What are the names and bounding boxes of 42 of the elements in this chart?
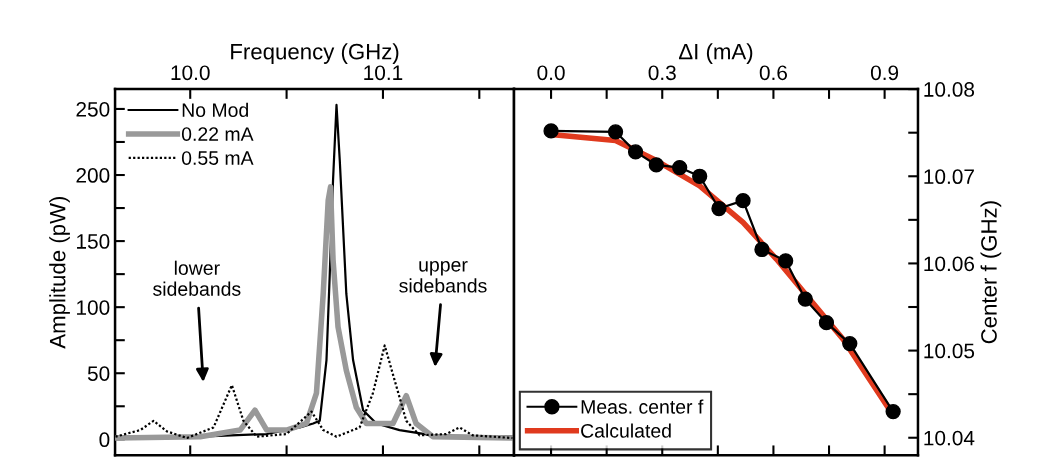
y-tick-label: 10.04 [924, 430, 975, 446]
legend-label: No Mod [182, 102, 248, 118]
legend-label: 0.55 mA [181, 151, 254, 165]
point [885, 403, 901, 420]
x-tick-label: 0.6 [759, 65, 787, 81]
annotation: upper sidebands [399, 260, 487, 293]
point [648, 157, 664, 173]
y-tick-label: 10.07 [924, 169, 974, 185]
x-tick-label: 10.0 [171, 65, 210, 81]
y-axis-title: Center f (GHz) [980, 201, 1002, 344]
y-tick-label: 10.08 [924, 82, 975, 97]
y-tick-label: 10.05 [924, 343, 975, 359]
point [735, 193, 751, 209]
point [818, 315, 835, 331]
y-tick-label: 100 [77, 300, 110, 315]
x-tick-label: 0.0 [537, 65, 565, 81]
point [672, 159, 688, 176]
legend-label: Calculated [581, 423, 671, 438]
point [692, 168, 708, 184]
y-tick-label: 200 [76, 168, 110, 183]
point [754, 241, 770, 258]
y-tick-label: 10.06 [924, 256, 975, 272]
x-tick-label: 10.1 [364, 65, 403, 81]
point [543, 123, 559, 139]
y-axis-title: Amplitude (pW) [49, 196, 70, 349]
point [711, 200, 727, 217]
x-axis-title: ΔI (mA) [678, 43, 753, 64]
legend-label: 0.22 mA [181, 127, 254, 141]
y-tick-label: 0 [99, 432, 110, 448]
x-axis-title: Frequency (GHz) [231, 43, 399, 64]
point [797, 291, 813, 307]
y-tick-label: 250 [76, 101, 110, 117]
point [607, 124, 624, 140]
point [627, 144, 644, 160]
annotation: lower sidebands [153, 260, 241, 296]
x-tick-label: 0.9 [870, 65, 899, 81]
point [842, 335, 858, 352]
legend-label: Meas. center f [581, 399, 704, 414]
x-tick-label: 0.3 [648, 65, 676, 81]
y-tick-label: 150 [77, 234, 110, 249]
y-tick-label: 50 [87, 366, 110, 381]
point [778, 253, 794, 269]
